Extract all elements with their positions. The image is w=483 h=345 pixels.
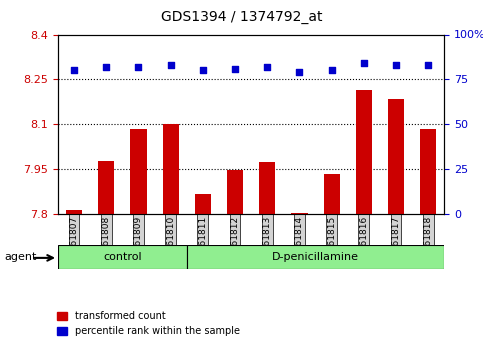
Text: control: control: [103, 252, 142, 262]
Text: GSM61809: GSM61809: [134, 215, 143, 265]
Bar: [195, 194, 211, 214]
Point: [392, 62, 400, 68]
Text: GSM61815: GSM61815: [327, 215, 336, 265]
Bar: [130, 129, 146, 214]
Point: [328, 68, 336, 73]
Text: GSM61808: GSM61808: [102, 215, 111, 265]
Text: GDS1394 / 1374792_at: GDS1394 / 1374792_at: [161, 10, 322, 24]
Bar: [388, 99, 404, 214]
Bar: [163, 124, 179, 214]
FancyBboxPatch shape: [187, 245, 444, 269]
Bar: [66, 210, 82, 214]
Point: [231, 66, 239, 71]
Text: GSM61811: GSM61811: [199, 215, 207, 265]
Point: [263, 64, 271, 70]
Bar: [227, 170, 243, 214]
Bar: [356, 90, 372, 214]
Text: GSM61807: GSM61807: [70, 215, 79, 265]
Bar: [420, 129, 436, 214]
Point: [199, 68, 207, 73]
Text: GSM61814: GSM61814: [295, 215, 304, 265]
Point: [135, 64, 142, 70]
Bar: [291, 213, 308, 214]
Bar: [98, 161, 114, 214]
Text: agent: agent: [5, 252, 37, 262]
Legend: transformed count, percentile rank within the sample: transformed count, percentile rank withi…: [53, 307, 243, 340]
Point: [70, 68, 78, 73]
Text: GSM61817: GSM61817: [392, 215, 400, 265]
Point: [167, 62, 174, 68]
Text: GSM61812: GSM61812: [230, 215, 240, 265]
Point: [360, 60, 368, 66]
Text: GSM61810: GSM61810: [166, 215, 175, 265]
Text: GSM61816: GSM61816: [359, 215, 369, 265]
Point: [425, 62, 432, 68]
Bar: [259, 161, 275, 214]
Text: GSM61813: GSM61813: [263, 215, 272, 265]
Text: D-penicillamine: D-penicillamine: [272, 252, 359, 262]
Point: [296, 69, 303, 75]
Bar: [324, 175, 340, 214]
FancyBboxPatch shape: [58, 245, 187, 269]
Point: [102, 64, 110, 70]
Text: GSM61818: GSM61818: [424, 215, 433, 265]
